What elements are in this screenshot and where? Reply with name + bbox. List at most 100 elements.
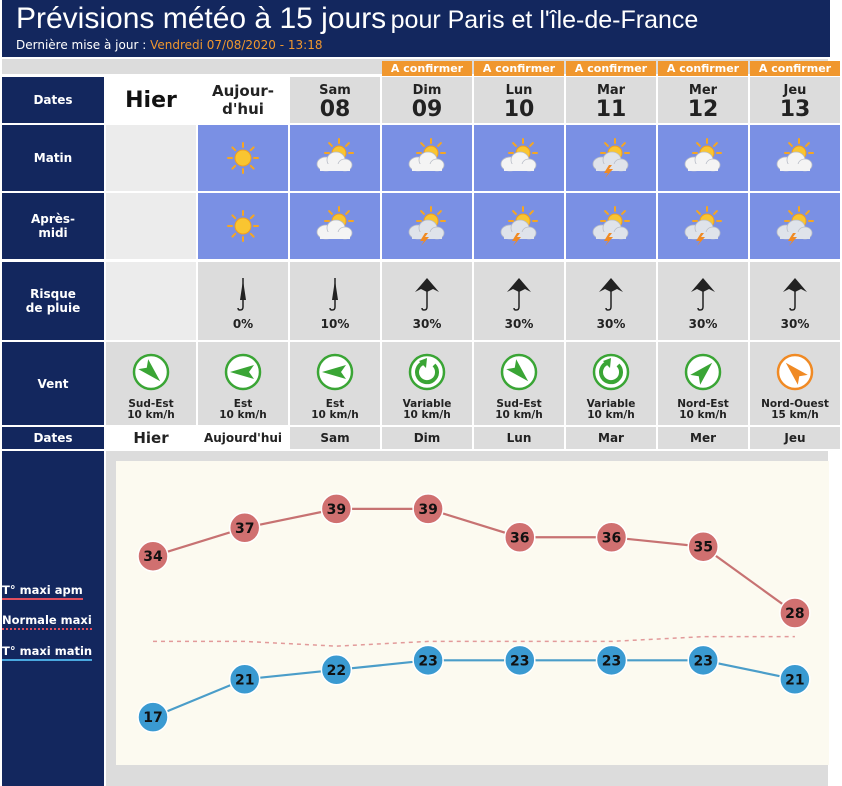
label-dates-bottom-text: Dates [33, 431, 72, 445]
update-value: Vendredi 07/08/2020 - 13:18 [150, 38, 323, 52]
label-risque-pluie-line: de pluie [25, 301, 81, 315]
wind-text: Sud-Est 10 km/h [106, 399, 196, 421]
day-short-text: Jeu [784, 431, 806, 445]
title-sub: pour Paris et l'île-de-France [390, 6, 699, 34]
open-umbrella-icon [382, 274, 472, 318]
day-short-text: Dim [413, 431, 441, 445]
data-point-matin [228, 663, 261, 696]
temperature-chart-svg: 34 37 39 39 36 36 35 28 17 21 22 23 23 23 23 21 [137, 493, 811, 733]
confirm-badge: A confirmer [658, 61, 748, 76]
data-point-apm [504, 521, 536, 554]
wind-cell: Sud-Est 10 km/h [106, 342, 196, 425]
label-matin-text: Matin [34, 151, 72, 165]
sun-cloud-icon [315, 206, 355, 250]
day-header: Lun 10 [474, 77, 564, 123]
day-short-text: Aujourd'hui [203, 431, 283, 445]
legend-matin-swatch [2, 659, 93, 661]
weather-apm-cell [106, 193, 196, 259]
sun-cloud-icon [775, 138, 815, 182]
sun-cloud-icon [315, 138, 355, 182]
legend-apm-swatch [2, 598, 83, 600]
confirm-badge: A confirmer [382, 61, 472, 76]
rain-percent: 0% [232, 317, 254, 331]
label-dates-bottom-line: Dates [33, 431, 73, 445]
rain-percent: 30% [688, 317, 718, 331]
wind-text: Sud-Est 10 km/h [474, 399, 564, 421]
wind-speed: 10 km/h [679, 409, 727, 421]
rain-risk-cell: 30% [750, 262, 840, 340]
day-name: Jeu [783, 83, 807, 98]
wind-cell: Est 10 km/h [198, 342, 288, 425]
weather-matin-cell [290, 125, 380, 191]
day-short-text: Sam [320, 431, 350, 445]
wind-direction-icon [591, 352, 631, 396]
data-label-matin: 23 [510, 653, 529, 669]
legend-apm-label: T° maxi apm [2, 583, 83, 597]
wind-direction-icon [499, 352, 539, 396]
label-apres-midi-line: midi [38, 226, 68, 240]
day-header: Mar 11 [566, 77, 656, 123]
data-point-matin [687, 644, 719, 677]
wind-speed: 10 km/h [219, 409, 267, 421]
weather-matin-cell [382, 125, 472, 191]
day-header: Jeu 13 [750, 77, 840, 123]
rain-risk-cell: 30% [474, 262, 564, 340]
data-label-matin: 17 [143, 710, 162, 726]
day-short-text: Lun [506, 431, 532, 445]
data-label-apm: 36 [602, 530, 621, 546]
day-header: Mer 12 [658, 77, 748, 123]
wind-direction: Est [233, 398, 253, 410]
day-name: Aujour- [211, 82, 275, 100]
last-update: Dernière mise à jour : Vendredi 07/08/20… [16, 38, 322, 52]
label-dates-bottom: Dates [2, 427, 104, 449]
data-point-apm [687, 530, 719, 563]
day-name: Dim [412, 83, 442, 98]
data-label-matin: 21 [235, 672, 254, 688]
data-point-matin [137, 701, 169, 733]
open-umbrella-icon [566, 274, 656, 318]
sun-storm-icon [407, 206, 447, 250]
open-umbrella-icon [658, 274, 748, 318]
confirm-badge: A confirmer [474, 61, 564, 76]
data-label-matin: 21 [785, 672, 804, 688]
rain-percent: 10% [320, 317, 350, 331]
weather-apm-cell [382, 193, 472, 259]
wind-text: Nord-Ouest 15 km/h [750, 399, 840, 421]
data-label-matin: 23 [693, 653, 712, 669]
wind-text: Est 10 km/h [290, 399, 380, 421]
day-short-label: Jeu [750, 427, 840, 449]
wind-direction-icon [407, 352, 447, 396]
data-label-apm: 39 [418, 502, 437, 518]
weather-apm-cell [474, 193, 564, 259]
day-short-label: Hier [106, 427, 196, 449]
label-risque-pluie-text: Risque de pluie [26, 287, 80, 315]
update-label: Dernière mise à jour : [16, 38, 147, 52]
day-short-label: Mar [566, 427, 656, 449]
wind-cell: Est 10 km/h [290, 342, 380, 425]
wind-text: Est 10 km/h [198, 399, 288, 421]
wind-text: Variable 10 km/h [382, 399, 472, 421]
day-number: 12 [687, 97, 719, 122]
closed-umbrella-icon [198, 274, 288, 318]
day-name: Hier [125, 87, 177, 113]
wind-direction: Sud-Est [496, 398, 542, 410]
label-apres-midi: Après-midi [2, 193, 104, 259]
legend-normale-label: Normale maxi [2, 613, 92, 627]
rain-risk-cell: 30% [566, 262, 656, 340]
weather-matin-cell [474, 125, 564, 191]
data-label-apm: 36 [510, 530, 529, 546]
day-short-label: Sam [290, 427, 380, 449]
wind-speed: 15 km/h [771, 409, 819, 421]
wind-direction-icon [775, 352, 815, 396]
label-vent: Vent [2, 342, 104, 425]
sun-cloud-icon [407, 138, 447, 182]
rain-risk-cell: 30% [382, 262, 472, 340]
label-dates-text: Dates [33, 93, 72, 107]
data-label-apm: 28 [785, 606, 804, 622]
data-label-apm: 34 [143, 549, 163, 565]
wind-direction: Nord-Est [677, 398, 729, 410]
label-matin: Matin [2, 125, 104, 191]
rain-percent: 30% [504, 317, 534, 331]
day-number: 08 [319, 97, 351, 122]
title-main: Prévisions météo à 15 jours [16, 2, 387, 35]
